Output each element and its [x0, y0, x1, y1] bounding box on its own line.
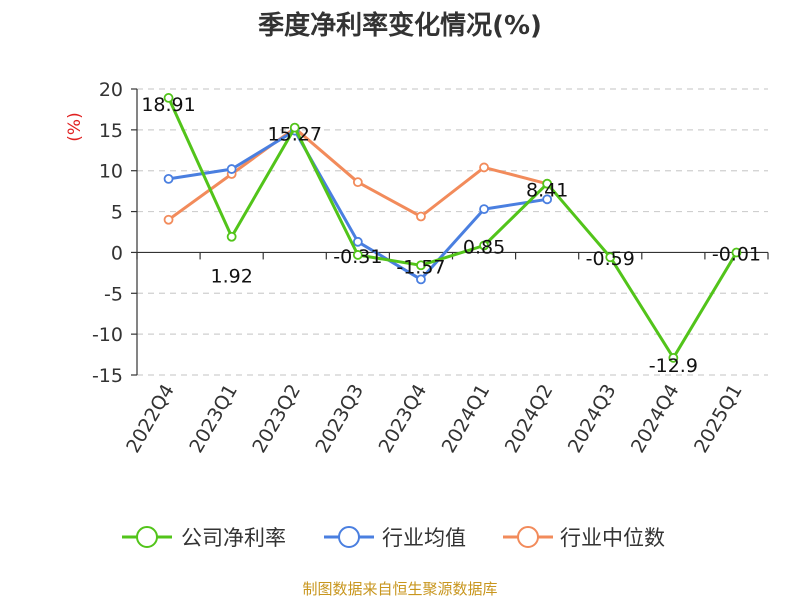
data-point — [542, 194, 553, 205]
data-point — [416, 260, 426, 271]
x-tick-label: 2025Q1 — [690, 381, 747, 457]
data-point — [226, 231, 237, 242]
data-point — [352, 236, 363, 247]
y-tick-label: 20 — [99, 79, 123, 101]
data-point — [479, 204, 489, 215]
legend-item: 行业均值 — [324, 526, 466, 550]
x-tick-label: 2024Q3 — [564, 381, 621, 457]
x-tick-label: 2022Q4 — [122, 381, 179, 457]
data-point — [352, 250, 363, 260]
data-point — [542, 178, 553, 189]
data-label: -0.59 — [586, 248, 635, 270]
legend-label: 公司净利率 — [181, 526, 286, 550]
data-point — [416, 211, 426, 222]
y-tick-label: 15 — [99, 120, 123, 142]
series-group — [163, 93, 742, 363]
legend: 公司净利率 行业均值 行业中位数 — [122, 526, 665, 550]
data-point — [163, 93, 174, 103]
data-point — [352, 177, 363, 188]
data-label: -1.57 — [396, 256, 445, 278]
data-point — [163, 214, 174, 225]
data-point — [416, 274, 426, 285]
data-labels: 18.91 1.92 15.27 -0.31 -1.57 0.85 8.41 -0.59 -12… — [141, 94, 761, 377]
legend-label: 行业均值 — [382, 526, 466, 550]
x-tick-label: 2024Q4 — [627, 381, 684, 457]
chart-title: 季度净利率变化情况(%) — [258, 10, 542, 41]
data-label: -0.31 — [333, 246, 382, 268]
data-point — [605, 252, 616, 263]
data-point — [731, 247, 742, 258]
legend-marker — [517, 526, 539, 548]
data-point — [479, 162, 489, 173]
data-point — [226, 164, 237, 174]
legend-marker — [136, 526, 158, 548]
x-tick-label: 2024Q2 — [501, 381, 558, 457]
legend-item: 公司净利率 — [122, 526, 286, 550]
series-line — [167, 97, 738, 360]
data-label: -0.01 — [712, 244, 761, 266]
series-line — [167, 126, 548, 221]
x-tick-label: 2023Q1 — [185, 381, 242, 457]
y-tick-label: -15 — [92, 365, 123, 387]
legend-label: 行业中位数 — [560, 526, 665, 550]
data-label: 18.91 — [141, 94, 195, 116]
data-label: 0.85 — [463, 236, 505, 258]
x-tick-label: 2023Q2 — [248, 381, 305, 457]
x-tick-label: 2023Q4 — [375, 381, 432, 457]
y-tick-label: -10 — [92, 324, 123, 346]
x-tick-label: 2023Q3 — [311, 381, 368, 457]
data-point — [289, 122, 300, 133]
y-tick-label: 5 — [111, 202, 123, 224]
data-point — [668, 352, 679, 363]
data-label: 15.27 — [268, 124, 322, 146]
data-label: 8.41 — [526, 180, 568, 202]
data-label: -12.9 — [649, 355, 698, 377]
y-tick-label: -5 — [104, 283, 123, 305]
legend-item: 行业中位数 — [503, 526, 665, 550]
y-axis-unit-label: (%) — [65, 112, 85, 141]
data-point — [479, 240, 489, 251]
y-tick-label: 10 — [99, 161, 123, 183]
data-point — [163, 173, 174, 184]
data-label: 1.92 — [210, 266, 252, 288]
y-tick-label: 0 — [111, 242, 123, 264]
legend-marker — [338, 526, 360, 548]
series-lines — [163, 93, 742, 363]
x-tick-label: 2024Q1 — [438, 381, 495, 457]
data-source-note: 制图数据来自恒生聚源数据库 — [302, 580, 497, 598]
